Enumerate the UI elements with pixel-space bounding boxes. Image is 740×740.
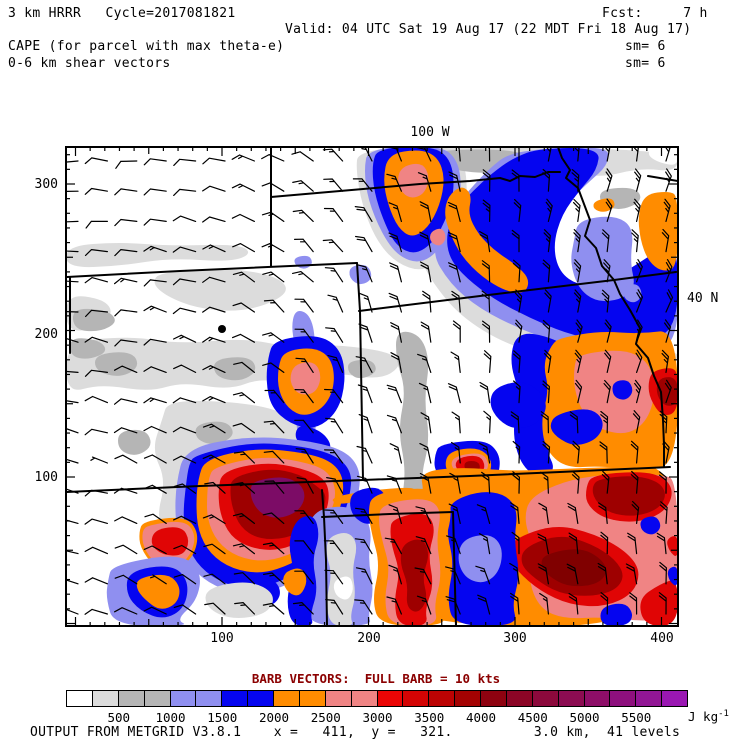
colorbar-cell <box>583 690 611 707</box>
colorbar-tick-label: 4500 <box>517 710 548 725</box>
colorbar-tick-label: 2500 <box>310 710 341 725</box>
colorbar-cell <box>402 690 430 707</box>
colorbar-cell <box>169 690 197 707</box>
colorbar-cell <box>350 690 378 707</box>
latitude-label: 40 N <box>687 291 718 306</box>
colorbar-tick-label: 5000 <box>569 710 600 725</box>
wind-barbs <box>67 148 674 615</box>
colorbar-cell <box>557 690 585 707</box>
longitude-label: 100 W <box>410 125 449 140</box>
y-axis-label: 100 <box>35 470 58 485</box>
storm-motion-1: sm= 6 <box>625 39 666 54</box>
colorbar-cell <box>273 690 300 707</box>
colorbar-tick-label: 2000 <box>258 710 290 725</box>
colorbar-cell <box>480 690 507 707</box>
state-borders <box>67 148 677 625</box>
axis-ticks <box>66 147 678 626</box>
colorbar-cell <box>376 690 404 707</box>
colorbar-cell <box>117 690 145 707</box>
metgrid-info: OUTPUT FROM METGRID V3.8.1 x = 411, y = … <box>30 725 681 740</box>
map-frame <box>65 146 679 627</box>
valid-time: Valid: 04 UTC Sat 19 Aug 17 (22 MDT Fri … <box>285 22 692 37</box>
colorbar-tick-label: 5500 <box>621 710 652 725</box>
colorbar-cell <box>143 690 171 707</box>
colorbar-cell <box>66 690 93 707</box>
colorbar-cell <box>324 690 352 707</box>
colorbar-tick-label: 3500 <box>414 710 445 725</box>
colorbar-tick-label: 4000 <box>465 710 497 725</box>
barb-legend-title: BARB VECTORS: FULL BARB = 10 kts <box>251 671 501 686</box>
storm-motion-2: sm= 6 <box>625 56 666 71</box>
station-marker-dot <box>218 325 226 333</box>
colorbar-cell <box>661 690 688 707</box>
x-axis-label: 400 <box>650 631 673 646</box>
field-title: CAPE (for parcel with max theta-e) <box>8 39 285 54</box>
colorbar-cell <box>531 690 559 707</box>
colorbar-cell <box>428 690 456 707</box>
colorbar-tick-label: 500 <box>107 710 131 725</box>
colorbar-cell <box>635 690 663 707</box>
model-title: 3 km HRRR Cycle=2017081821 <box>8 6 236 21</box>
colorbar-tick-label: 1500 <box>207 710 238 725</box>
forecast-hour: Fcst: 7 h <box>602 6 708 21</box>
x-axis-label: 300 <box>503 631 526 646</box>
colorbar-cell <box>221 690 249 707</box>
colorbar-cell <box>609 690 637 707</box>
vector-title: 0-6 km shear vectors <box>8 56 171 71</box>
colorbar-cell <box>505 690 533 707</box>
cape-colorbar <box>66 690 688 707</box>
colorbar-units: J kg-1 <box>688 709 729 725</box>
colorbar-cell <box>298 690 326 707</box>
colorbar-tick-label: 3000 <box>362 710 393 725</box>
colorbar-cell <box>454 690 481 707</box>
colorbar-cell <box>195 690 223 707</box>
x-axis-label: 100 <box>210 631 233 646</box>
y-axis-label: 300 <box>35 177 58 192</box>
colorbar-tick-label: 1000 <box>155 710 186 725</box>
y-axis-label: 200 <box>35 327 58 342</box>
x-axis-label: 200 <box>357 631 380 646</box>
colorbar-cell <box>247 690 274 707</box>
colorbar-cell <box>91 690 119 707</box>
